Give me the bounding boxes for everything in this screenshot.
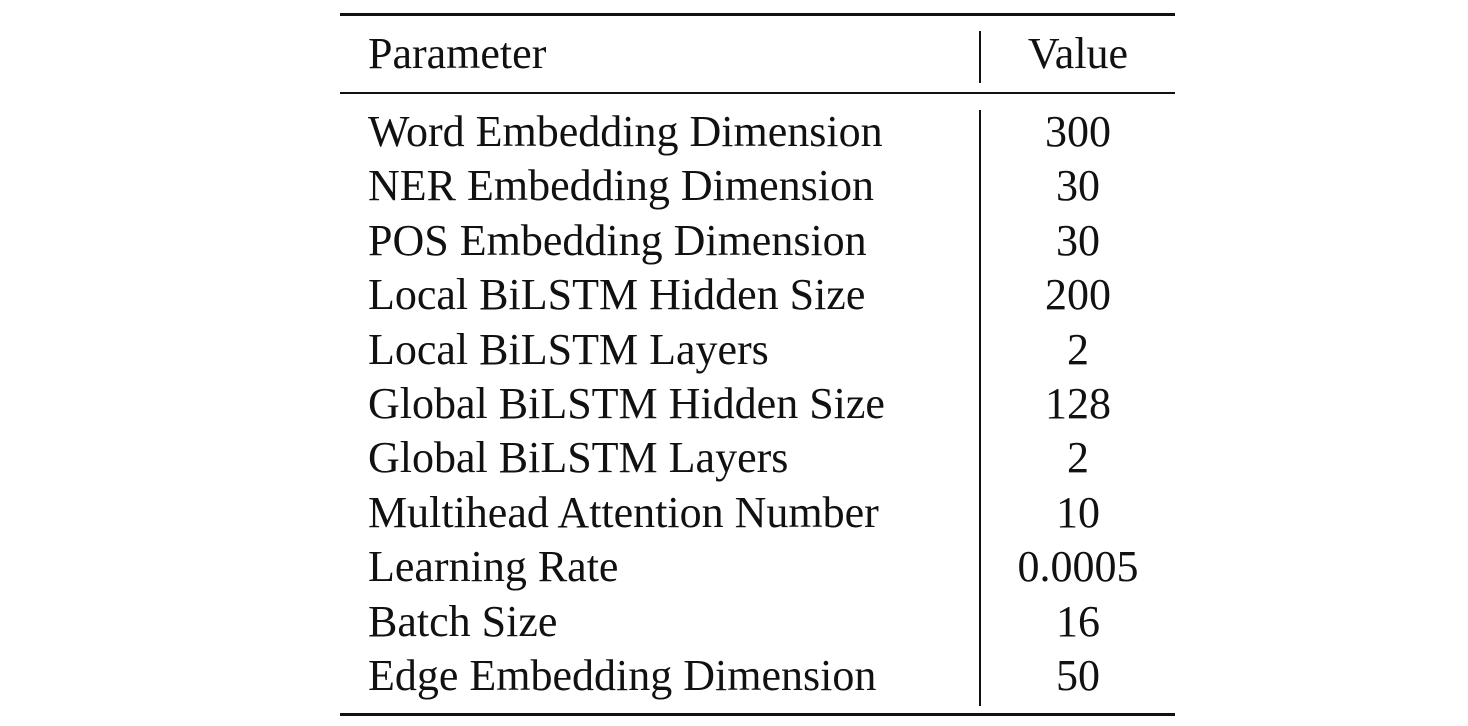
table-row-parameter: NER Embedding Dimension: [368, 161, 874, 210]
table-top-rule: [340, 13, 1175, 16]
body-column-divider: [979, 110, 981, 706]
table-row-value: 10: [1056, 488, 1100, 537]
table-row-parameter: Global BiLSTM Layers: [368, 433, 789, 482]
table-bottom-rule: [340, 713, 1175, 716]
header-parameter: Parameter: [368, 29, 547, 78]
table-row-parameter: Batch Size: [368, 597, 558, 646]
table-row-parameter: Global BiLSTM Hidden Size: [368, 379, 885, 428]
table-header-rule: [340, 92, 1175, 94]
table-row-value: 30: [1056, 216, 1100, 265]
table-row-parameter: Learning Rate: [368, 542, 619, 591]
header-column-divider: [979, 31, 981, 83]
table-row-parameter: Local BiLSTM Layers: [368, 325, 769, 374]
header-value: Value: [1027, 29, 1129, 78]
hyperparameter-table: Parameter Value Word Embedding Dimension…: [340, 13, 1175, 716]
table-row-value: 0.0005: [1017, 542, 1139, 591]
table-row-parameter: Edge Embedding Dimension: [368, 651, 877, 700]
table-row-value: 300: [1045, 107, 1111, 156]
table-row-value: 2: [1067, 325, 1089, 374]
table-row-value: 200: [1045, 270, 1111, 319]
table-row-value: 128: [1045, 379, 1111, 428]
table-row-value: 2: [1067, 433, 1089, 482]
table-row-parameter: Multihead Attention Number: [368, 488, 879, 537]
table-row-parameter: Word Embedding Dimension: [368, 107, 883, 156]
table-row-value: 16: [1056, 597, 1100, 646]
table-row-value: 30: [1056, 161, 1100, 210]
table-row-parameter: POS Embedding Dimension: [368, 216, 867, 265]
table-row-parameter: Local BiLSTM Hidden Size: [368, 270, 866, 319]
table-row-value: 50: [1056, 651, 1100, 700]
